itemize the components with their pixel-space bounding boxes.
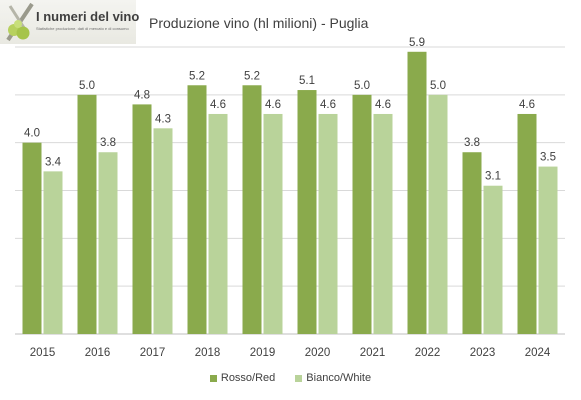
data-label-rosso-2015: 4.0 [24, 128, 40, 140]
data-label-rosso-2024: 4.6 [519, 99, 535, 111]
data-label-bianco-2016: 3.8 [100, 137, 116, 149]
data-label-bianco-2018: 4.6 [210, 99, 226, 111]
x-tick-label: 2018 [195, 347, 221, 359]
x-tick-label: 2024 [525, 347, 551, 359]
x-tick-label: 2017 [140, 347, 166, 359]
bar-bianco-2017 [153, 128, 173, 334]
bar-rosso-2020 [297, 90, 317, 334]
bar-rosso-2021 [352, 94, 372, 334]
bar-bianco-2023 [483, 185, 503, 334]
data-label-bianco-2015: 3.4 [45, 156, 62, 168]
legend-label-bianco: Bianco/White [306, 372, 372, 384]
data-label-rosso-2019: 5.2 [244, 70, 260, 82]
bar-rosso-2018 [187, 85, 207, 335]
data-label-bianco-2022: 5.0 [430, 80, 446, 92]
grape-logo-icon [6, 2, 34, 42]
x-tick-label: 2015 [30, 347, 56, 359]
data-label-rosso-2017: 4.8 [134, 89, 150, 101]
data-label-bianco-2020: 4.6 [320, 99, 336, 111]
legend-swatch-bianco [295, 374, 303, 382]
bar-rosso-2017 [132, 104, 152, 335]
logo: I numeri del vino Statistiche produzione… [0, 0, 140, 44]
logo-subtitle: Statistiche produzione, dati di mercato … [36, 26, 129, 31]
data-label-rosso-2018: 5.2 [189, 70, 205, 82]
data-label-rosso-2021: 5.0 [354, 80, 370, 92]
bar-rosso-2024 [517, 113, 537, 334]
legend: Rosso/Red Bianco/White [0, 372, 581, 384]
logo-title: I numeri del vino [36, 9, 140, 24]
x-tick-label: 2020 [305, 347, 331, 359]
bar-bianco-2024 [538, 166, 558, 334]
legend-label-rosso: Rosso/Red [220, 372, 276, 384]
bar-rosso-2019 [242, 85, 262, 335]
x-tick-label: 2016 [85, 347, 111, 359]
data-label-rosso-2022: 5.9 [409, 37, 425, 49]
bar-bianco-2015 [43, 171, 63, 334]
bar-rosso-2016 [77, 94, 97, 334]
x-tick-label: 2021 [360, 347, 386, 359]
data-label-bianco-2021: 4.6 [375, 99, 391, 111]
data-label-bianco-2017: 4.3 [155, 113, 171, 125]
chart-title: Produzione vino (hl milioni) - Puglia [149, 15, 369, 31]
bar-rosso-2023 [462, 152, 482, 334]
x-tick-label: 2019 [250, 347, 276, 359]
data-label-rosso-2016: 5.0 [79, 80, 95, 92]
bar-rosso-2022 [407, 51, 427, 335]
legend-swatch-rosso [209, 374, 217, 382]
bar-bianco-2018 [208, 113, 228, 334]
bar-bianco-2016 [98, 152, 118, 334]
x-tick-label: 2022 [415, 347, 441, 359]
legend-item-rosso: Rosso/Red [209, 372, 276, 384]
bar-rosso-2015 [22, 142, 42, 334]
legend-item-bianco: Bianco/White [295, 372, 371, 384]
bar-bianco-2020 [318, 113, 338, 334]
data-label-bianco-2023: 3.1 [485, 171, 501, 183]
data-label-bianco-2019: 4.6 [265, 99, 281, 111]
data-label-rosso-2023: 3.8 [464, 137, 480, 149]
bar-bianco-2022 [428, 94, 448, 334]
data-label-bianco-2024: 3.5 [540, 152, 556, 164]
data-label-rosso-2020: 5.1 [299, 75, 315, 87]
bar-bianco-2019 [263, 113, 283, 334]
x-tick-label: 2023 [470, 347, 496, 359]
bar-bianco-2021 [373, 113, 393, 334]
